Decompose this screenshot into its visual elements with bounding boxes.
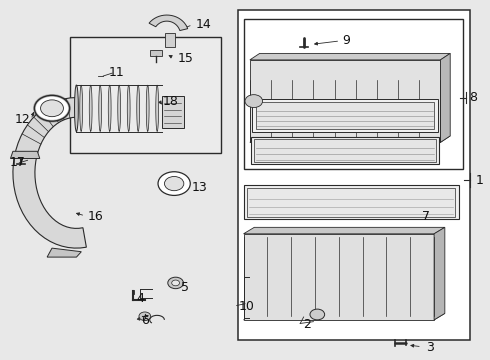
Circle shape: [172, 280, 179, 286]
Text: 6: 6: [142, 314, 149, 327]
Polygon shape: [149, 15, 188, 31]
Bar: [162, 96, 184, 128]
Polygon shape: [244, 314, 445, 320]
Bar: [256, 102, 434, 129]
Text: 10: 10: [239, 300, 255, 313]
Circle shape: [310, 309, 325, 320]
Polygon shape: [80, 85, 83, 131]
Polygon shape: [10, 151, 40, 158]
Polygon shape: [441, 53, 450, 142]
Ellipse shape: [74, 85, 78, 132]
Circle shape: [34, 95, 70, 121]
Polygon shape: [127, 85, 130, 131]
Text: 9: 9: [343, 33, 351, 47]
Text: 7: 7: [422, 210, 430, 223]
Bar: [244, 19, 464, 169]
Text: 4: 4: [137, 292, 145, 305]
Text: 2: 2: [303, 318, 311, 331]
Text: 11: 11: [109, 66, 125, 79]
Polygon shape: [147, 85, 149, 131]
Polygon shape: [250, 60, 441, 142]
Polygon shape: [137, 85, 140, 131]
Text: 18: 18: [163, 95, 179, 108]
Bar: [150, 50, 162, 56]
Text: 13: 13: [191, 181, 207, 194]
Polygon shape: [108, 85, 111, 131]
Text: 17: 17: [9, 156, 25, 169]
Text: 16: 16: [88, 210, 103, 223]
Polygon shape: [47, 248, 81, 257]
Polygon shape: [244, 234, 434, 320]
Polygon shape: [244, 227, 445, 234]
Bar: [238, 10, 470, 339]
Polygon shape: [99, 85, 101, 131]
Circle shape: [41, 100, 63, 117]
Bar: [244, 185, 459, 220]
Text: 12: 12: [14, 113, 30, 126]
Text: 8: 8: [469, 91, 477, 104]
Polygon shape: [156, 85, 159, 131]
Bar: [254, 139, 436, 162]
Polygon shape: [70, 37, 221, 153]
Text: 15: 15: [177, 52, 194, 65]
Bar: [251, 137, 439, 164]
Text: 3: 3: [426, 341, 434, 354]
Polygon shape: [89, 85, 92, 131]
Bar: [165, 33, 175, 47]
Circle shape: [165, 176, 184, 191]
Circle shape: [139, 312, 151, 320]
Circle shape: [158, 172, 190, 195]
Text: 5: 5: [180, 281, 189, 294]
Polygon shape: [13, 98, 86, 248]
Text: 14: 14: [196, 18, 212, 31]
Bar: [252, 99, 438, 132]
Polygon shape: [250, 136, 450, 142]
Bar: [247, 188, 455, 217]
Text: 1: 1: [476, 174, 484, 186]
Polygon shape: [250, 53, 450, 60]
Polygon shape: [434, 227, 445, 320]
Polygon shape: [118, 85, 121, 131]
Circle shape: [245, 95, 263, 108]
Circle shape: [168, 277, 183, 289]
